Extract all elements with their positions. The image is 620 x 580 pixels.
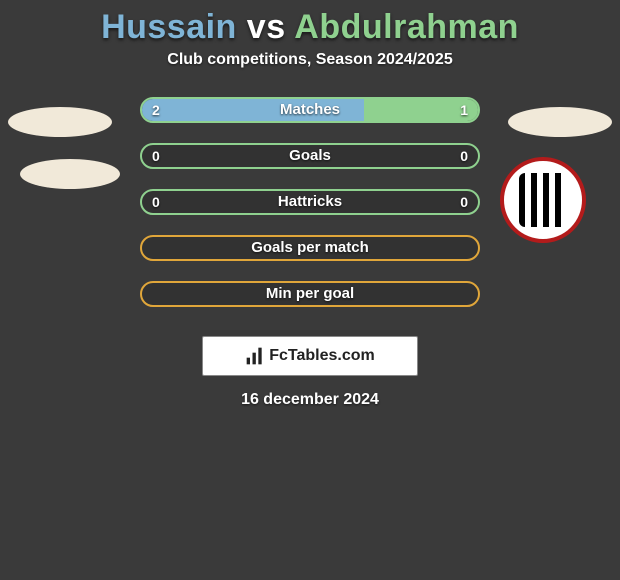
- stat-label: Matches: [142, 99, 478, 121]
- stat-row: Goals0 0: [140, 143, 480, 169]
- stat-bars: Matches21Goals00Hattricks00Goals per mat…: [140, 97, 480, 327]
- player-right-name: Abdulrahman: [294, 8, 519, 46]
- stat-value-left: 0: [152, 191, 160, 213]
- stat-label: Min per goal: [142, 283, 478, 305]
- stat-row: Goals per match: [140, 235, 480, 261]
- club-stripes-icon: [519, 173, 567, 227]
- vs-text: vs: [247, 8, 286, 46]
- fctables-attribution: FcTables.com: [202, 336, 418, 376]
- stat-label: Goals: [142, 145, 478, 167]
- stat-value-right: 0: [460, 145, 468, 167]
- stat-row: Hattricks0 0: [140, 189, 480, 215]
- placeholder-oval: [8, 107, 112, 137]
- stat-row: Matches2 1: [140, 97, 480, 123]
- comparison-title: Hussain vs Abdulrahman: [0, 0, 620, 51]
- stat-label: Hattricks: [142, 191, 478, 213]
- stat-value-right: 1: [460, 99, 468, 121]
- stat-value-right: 0: [460, 191, 468, 213]
- date-text: 16 december 2024: [0, 391, 620, 409]
- placeholder-oval: [20, 159, 120, 189]
- stat-value-left: 2: [152, 99, 160, 121]
- subtitle: Club competitions, Season 2024/2025: [0, 51, 620, 69]
- stat-label: Goals per match: [142, 237, 478, 259]
- fctables-label: FcTables.com: [269, 347, 375, 365]
- placeholder-oval: [508, 107, 612, 137]
- stat-value-left: 0: [152, 145, 160, 167]
- chart-bars-icon: [245, 346, 265, 366]
- player-left-name: Hussain: [101, 8, 237, 46]
- club-badge-right: [500, 157, 586, 243]
- stat-row: Min per goal: [140, 281, 480, 307]
